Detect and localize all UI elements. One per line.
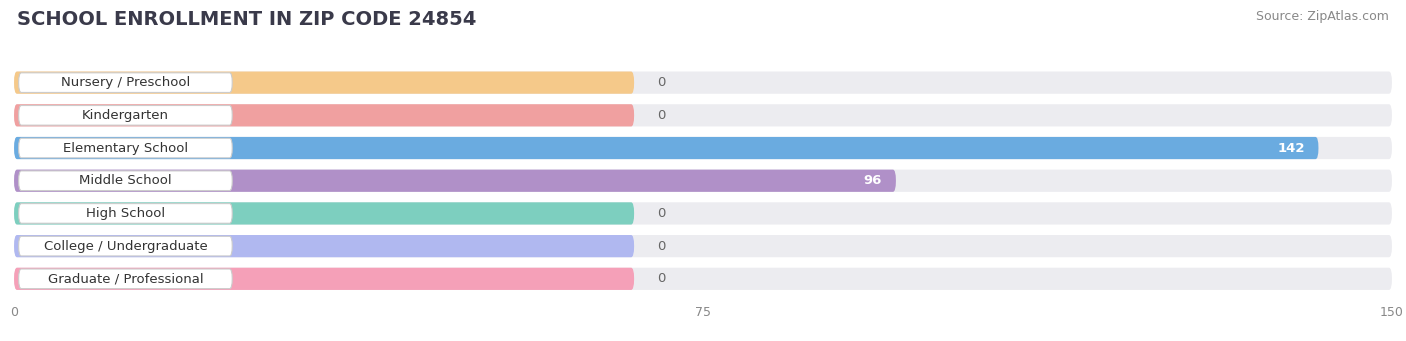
FancyBboxPatch shape xyxy=(18,73,232,92)
FancyBboxPatch shape xyxy=(14,104,1392,127)
Text: High School: High School xyxy=(86,207,165,220)
FancyBboxPatch shape xyxy=(18,138,232,158)
FancyBboxPatch shape xyxy=(14,235,1392,257)
Text: Source: ZipAtlas.com: Source: ZipAtlas.com xyxy=(1256,10,1389,23)
FancyBboxPatch shape xyxy=(14,169,1392,192)
FancyBboxPatch shape xyxy=(14,268,1392,290)
FancyBboxPatch shape xyxy=(14,137,1392,159)
Text: Middle School: Middle School xyxy=(79,174,172,187)
Text: SCHOOL ENROLLMENT IN ZIP CODE 24854: SCHOOL ENROLLMENT IN ZIP CODE 24854 xyxy=(17,10,477,29)
Text: 96: 96 xyxy=(863,174,882,187)
Text: 0: 0 xyxy=(657,109,665,122)
FancyBboxPatch shape xyxy=(18,204,232,223)
FancyBboxPatch shape xyxy=(18,236,232,256)
Text: 142: 142 xyxy=(1277,142,1305,154)
FancyBboxPatch shape xyxy=(14,104,634,127)
Text: 0: 0 xyxy=(657,272,665,285)
Text: Nursery / Preschool: Nursery / Preschool xyxy=(60,76,190,89)
FancyBboxPatch shape xyxy=(14,169,896,192)
FancyBboxPatch shape xyxy=(14,202,634,224)
FancyBboxPatch shape xyxy=(18,105,232,125)
FancyBboxPatch shape xyxy=(14,235,634,257)
FancyBboxPatch shape xyxy=(14,72,634,94)
FancyBboxPatch shape xyxy=(18,171,232,191)
Text: 0: 0 xyxy=(657,207,665,220)
FancyBboxPatch shape xyxy=(14,137,1319,159)
Text: Graduate / Professional: Graduate / Professional xyxy=(48,272,204,285)
Text: Elementary School: Elementary School xyxy=(63,142,188,154)
FancyBboxPatch shape xyxy=(14,202,1392,224)
FancyBboxPatch shape xyxy=(14,72,1392,94)
Text: Kindergarten: Kindergarten xyxy=(82,109,169,122)
FancyBboxPatch shape xyxy=(14,268,634,290)
FancyBboxPatch shape xyxy=(18,269,232,288)
Text: College / Undergraduate: College / Undergraduate xyxy=(44,240,207,253)
Text: 0: 0 xyxy=(657,76,665,89)
Text: 0: 0 xyxy=(657,240,665,253)
